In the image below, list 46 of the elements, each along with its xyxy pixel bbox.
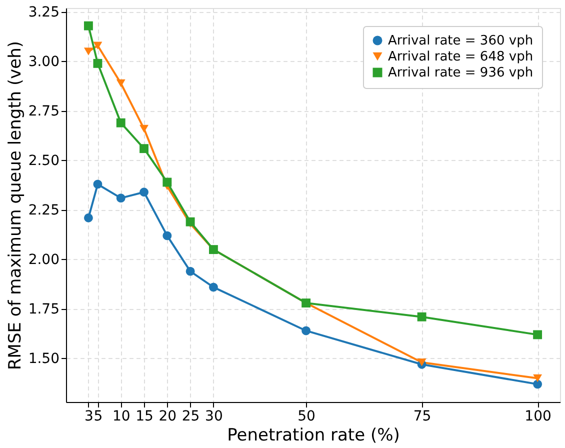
point (84, 213, 93, 222)
point (162, 231, 172, 240)
x-tick-label: 15 (136, 408, 154, 424)
y-tick-label: 2.00 (28, 252, 60, 268)
y-tick-label: 2.25 (28, 202, 60, 218)
point (533, 330, 542, 340)
point (208, 282, 218, 292)
point (186, 217, 195, 226)
point (533, 374, 542, 382)
point (84, 21, 93, 30)
point (93, 180, 102, 189)
point (140, 124, 148, 133)
legend-label: Arrival rate = 360 vph (388, 34, 534, 48)
x-tick-label: 25 (182, 408, 200, 424)
x-tick-label: 5 (94, 408, 103, 424)
x-tick-label: 50 (298, 408, 316, 424)
point (93, 42, 102, 50)
point (84, 48, 93, 56)
point (302, 326, 311, 336)
x-tick-label: 20 (158, 408, 177, 424)
x-axis-title: Penetration rate (%) (227, 426, 400, 446)
y-tick-label: 2.50 (28, 152, 60, 169)
point (116, 118, 126, 128)
legend-label: Arrival rate = 936 vph (388, 66, 534, 80)
point (116, 79, 126, 88)
y-tick-label: 3.00 (28, 54, 60, 70)
x-tick-label: 100 (524, 408, 552, 424)
point (140, 144, 148, 154)
y-tick-label: 1.75 (28, 301, 60, 318)
x-tick-label: 3 (84, 408, 94, 424)
point (116, 194, 126, 203)
y-tick-label: 1.50 (28, 350, 60, 367)
x-tick-label: 10 (112, 408, 130, 424)
point (533, 380, 542, 389)
point (417, 358, 426, 366)
y-tick-label: 3.25 (28, 4, 60, 20)
legend-label: Arrival rate = 648 vph (388, 50, 534, 64)
point (162, 178, 172, 187)
point (186, 266, 195, 276)
point (140, 188, 148, 197)
y-axis-title: RMSE of maximum queue length (veh) (5, 40, 26, 370)
x-tick-label: 30 (205, 408, 223, 424)
x-tick-label: 75 (413, 408, 432, 424)
point (417, 312, 426, 322)
point (93, 58, 102, 68)
y-tick-label: 2.75 (28, 103, 60, 120)
